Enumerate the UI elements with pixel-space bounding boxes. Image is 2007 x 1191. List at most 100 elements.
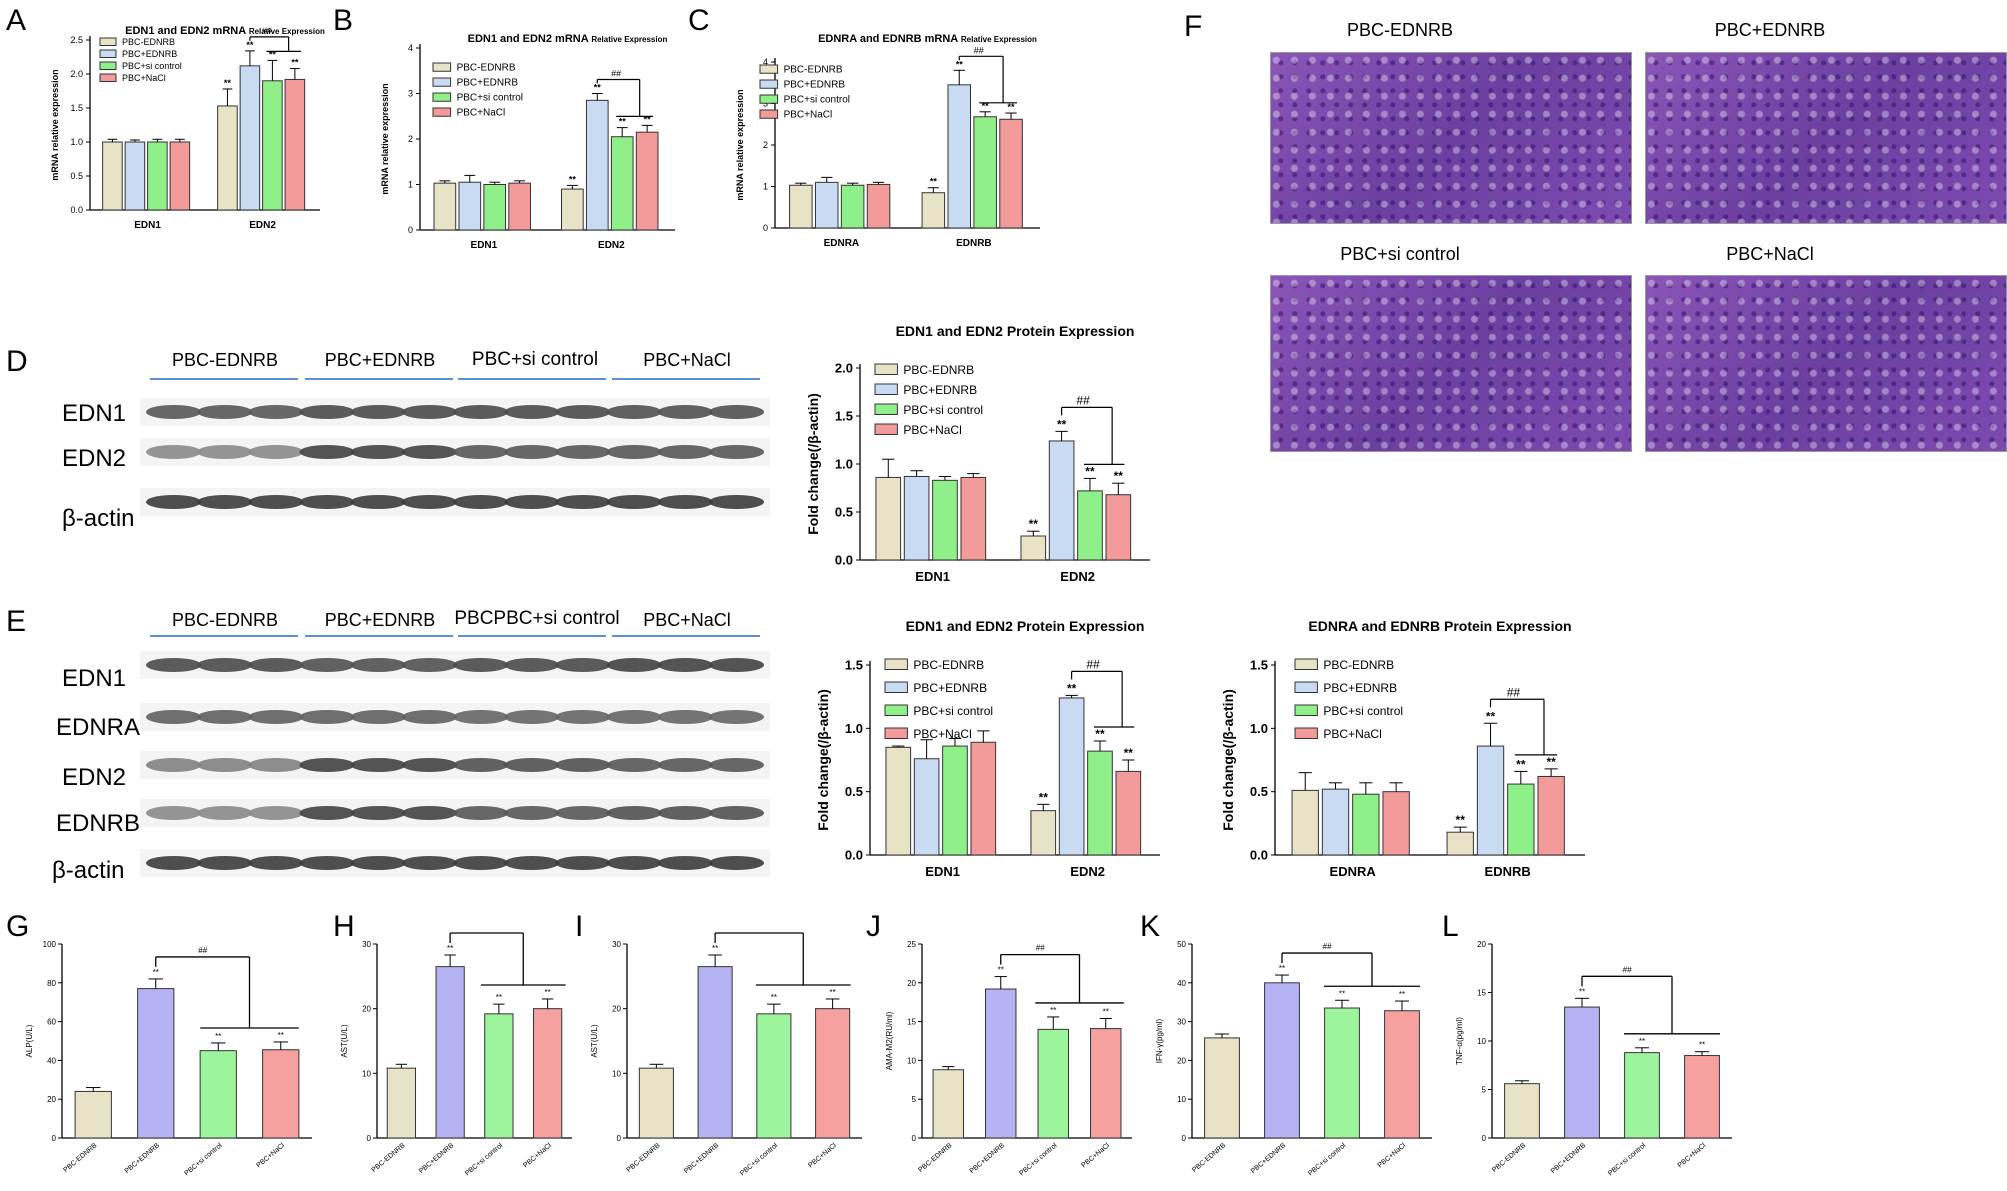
blot-band (401, 856, 457, 870)
significance-star: ** (1399, 990, 1405, 999)
bar (815, 1008, 851, 1139)
blot-band (708, 856, 765, 870)
y-tick-label: 15 (1477, 989, 1486, 998)
blot-band (248, 445, 304, 459)
significance-star: ** (982, 101, 990, 111)
bar (875, 476, 902, 561)
significance-star: ** (712, 944, 718, 953)
bar (585, 99, 609, 231)
bar (913, 758, 940, 856)
blot-band (248, 806, 304, 820)
blot-band (555, 758, 611, 772)
legend-swatch (874, 383, 898, 395)
blot-band (606, 445, 662, 459)
he-image-3 (1270, 275, 1632, 452)
y-tick-label: 0 (1182, 1134, 1187, 1143)
significance-star: ** (1008, 102, 1016, 112)
blot-e-group-4: PBC+NaCl (643, 610, 731, 630)
significance-star: ** (496, 993, 502, 1002)
y-axis-label: TNF-α(pg/ml) (1455, 1017, 1464, 1065)
y-axis-label: mRNA relative expression (50, 69, 60, 180)
y-tick-label: 80 (47, 979, 56, 988)
significance-star: ** (246, 40, 254, 50)
blot-band (146, 495, 202, 509)
significance-hash: ## (1507, 685, 1521, 699)
blot-band (657, 405, 713, 419)
legend-label: PBC-EDNRB (903, 363, 974, 377)
legend-swatch (759, 79, 779, 89)
bar (1058, 697, 1085, 856)
bar (147, 141, 168, 211)
bar (239, 65, 261, 211)
blot-band (555, 658, 611, 672)
significance-star: ** (1039, 790, 1049, 804)
blot-band (350, 445, 406, 459)
x-category-label: EDN1 (915, 569, 950, 584)
blot-e-group-3: PBCPBC+si control (454, 608, 620, 629)
x-category-label: PBC-EDNRB (62, 1142, 98, 1174)
y-tick-label: 1.5 (845, 658, 863, 673)
blot-band (146, 710, 202, 724)
y-tick-label: 1.5 (835, 409, 853, 424)
blot-d-group-3: PBC+si control (471, 349, 599, 370)
legend-swatch (432, 92, 452, 102)
bar (1087, 750, 1113, 856)
blot-band (197, 856, 253, 870)
y-tick-label: 1.5 (1250, 658, 1268, 673)
blot-band (453, 445, 509, 459)
bar (561, 188, 584, 231)
x-category-label: PBC-EDNRB (1491, 1142, 1527, 1174)
blot-band (555, 445, 611, 459)
blot-band (504, 445, 560, 459)
blot-d-bands (140, 398, 770, 516)
significance-hash: ## (262, 26, 273, 36)
blot-band (555, 856, 611, 870)
legend-swatch (874, 423, 898, 435)
blot-d-group-4: PBC+NaCl (643, 350, 731, 370)
significance-star: ** (1067, 681, 1077, 695)
blot-e-line-3 (458, 635, 606, 637)
blot-band (197, 806, 253, 820)
bar (814, 181, 839, 229)
y-tick-label: 1.0 (70, 137, 83, 147)
blot-band (657, 856, 713, 870)
blot-band (555, 495, 611, 509)
y-tick-label: 0 (367, 1134, 372, 1143)
blot-band (555, 806, 611, 820)
y-tick-label: 5 (912, 1095, 917, 1104)
y-tick-label: 0.5 (70, 171, 83, 181)
blot-band (504, 806, 560, 820)
y-axis-label: IFN-γ(pg/ml) (1155, 1018, 1164, 1063)
blot-band (401, 758, 457, 772)
blot-e-line-1 (150, 635, 298, 637)
x-category-label: EDN1 (134, 220, 161, 231)
y-tick-label: 2 (763, 140, 768, 150)
blot-band (708, 658, 765, 672)
chart-g-alp: 0 20 40 60 80 100 ALP(U/L) PBC-EDNRB ** PBC+EDNRB… (25, 940, 312, 1177)
blot-band (453, 758, 509, 772)
significance-star: ** (930, 177, 938, 187)
chart-k-ifn: 0 10 20 30 40 50 IFN-γ(pg/ml) PBC-EDNRB ** PBC+ED… (1155, 940, 1432, 1177)
chart-c-ednr-mrna: EDNRA and EDNRB mRNA Relative Expression… (735, 33, 1040, 249)
y-tick-label: 1.0 (845, 721, 863, 736)
chart-i-ast: 0 10 20 30 AST(U/L) PBC-EDNRB ** PBC+EDNRB ** PBC… (590, 930, 862, 1177)
bar (74, 1090, 112, 1139)
legend-swatch (874, 363, 898, 375)
y-tick-label: 40 (47, 1056, 56, 1065)
y-tick-label: 50 (1177, 940, 1186, 949)
blot-band (453, 658, 509, 672)
blot-band (350, 806, 406, 820)
y-axis-label: Fold change(/β-actin) (805, 393, 821, 535)
blot-band (350, 495, 406, 509)
blot-d-group-1: PBC-EDNRB (171, 350, 278, 370)
he-title-3: PBC+si control (1340, 244, 1460, 264)
y-tick-label: 20 (362, 1005, 371, 1014)
legend-label: PBC+NaCl (784, 110, 833, 121)
y-tick-label: 20 (612, 1005, 621, 1014)
blot-band (401, 405, 457, 419)
y-tick-label: 20 (1477, 940, 1486, 949)
chart-e1-protein: EDN1 and EDN2 Protein Expression 0.0 0.5 1.… (815, 618, 1160, 879)
blot-band (299, 658, 355, 672)
bar (756, 1013, 792, 1139)
x-category-label: PBC-EDNRB (371, 1142, 407, 1174)
